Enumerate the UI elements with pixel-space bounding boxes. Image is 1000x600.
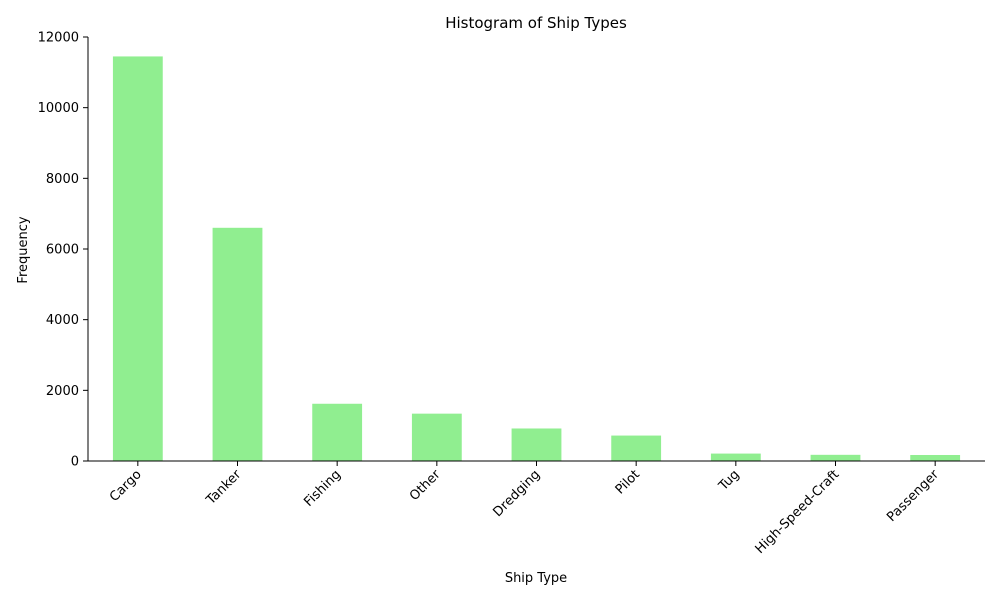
y-tick-label: 2000	[46, 384, 79, 399]
bar-high-speed-craft	[810, 454, 861, 461]
y-axis-label: Frequency	[16, 216, 31, 283]
y-tick-label: 12000	[38, 31, 79, 46]
x-tick-label: Pilot	[613, 467, 643, 497]
y-tick-label: 10000	[38, 101, 79, 116]
x-tick-label: Other	[407, 467, 444, 504]
bar-passenger	[910, 454, 961, 461]
x-axis-ticks: Cargo Tanker Fishing Other Dredging Pilot Tug H…	[107, 461, 942, 557]
bar-fishing	[312, 403, 363, 461]
bar-pilot	[611, 435, 662, 461]
bar-tanker	[212, 227, 263, 461]
x-tick-label: Fishing	[301, 467, 344, 510]
bar-dredging	[511, 428, 562, 461]
chart-title: Histogram of Ship Types	[445, 14, 627, 32]
x-tick-label: Cargo	[107, 467, 145, 505]
bar-cargo	[112, 56, 163, 462]
bar-tug	[710, 453, 761, 461]
bars-group	[112, 56, 961, 462]
bar-other	[411, 413, 462, 461]
y-tick-label: 6000	[46, 243, 79, 258]
y-axis-ticks: 0 2000 4000 6000 8000 10000 12000	[38, 31, 88, 470]
y-tick-label: 0	[71, 455, 79, 470]
x-tick-label: Tug	[715, 467, 742, 494]
y-tick-label: 4000	[46, 313, 79, 328]
x-axis-label: Ship Type	[505, 571, 567, 586]
y-tick-label: 8000	[46, 172, 79, 187]
x-tick-label: Tanker	[203, 467, 245, 509]
x-tick-label: Passenger	[884, 467, 942, 525]
x-tick-label: High-Speed-Craft	[753, 467, 843, 557]
x-tick-label: Dredging	[491, 467, 544, 520]
